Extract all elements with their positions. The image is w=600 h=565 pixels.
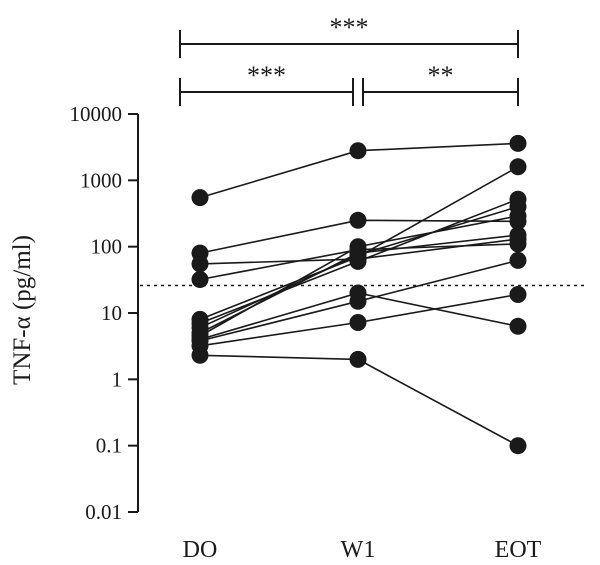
data-point — [191, 271, 209, 288]
data-point — [349, 142, 367, 160]
x-category-label: W1 — [341, 537, 376, 563]
x-category-label: EOT — [495, 537, 542, 563]
data-point — [509, 226, 527, 244]
y-tick-label: 0.1 — [96, 434, 122, 458]
y-tick-label: 0.01 — [85, 500, 122, 524]
series-points — [191, 134, 527, 455]
significance-label: *** — [330, 13, 369, 42]
y-tick-label: 10 — [101, 301, 122, 325]
data-point — [509, 317, 527, 335]
data-point — [349, 211, 367, 229]
x-axis-labels: DO W1 EOT — [183, 537, 542, 563]
data-point — [349, 238, 367, 256]
significance-label: *** — [247, 61, 286, 90]
data-point — [509, 286, 527, 303]
data-point — [509, 134, 527, 152]
y-tick-label: 10000 — [70, 102, 123, 126]
data-point — [191, 346, 209, 364]
y-tick-label: 1000 — [80, 168, 122, 192]
significance-label: ** — [428, 61, 454, 90]
data-point — [191, 255, 209, 273]
y-axis-title: TNF-α (pg/ml) — [9, 235, 36, 385]
data-point — [509, 207, 527, 225]
series-line — [199, 354, 519, 447]
x-category-label: DO — [183, 537, 218, 563]
data-point — [509, 437, 527, 455]
data-point — [509, 251, 527, 269]
y-tick-label: 1 — [112, 367, 123, 391]
data-point — [349, 350, 367, 368]
data-point — [191, 189, 209, 207]
data-point — [349, 292, 367, 310]
y-axis: 0.01 0.1 1 10 100 1000 10000 — [70, 102, 139, 524]
significance-brackets: ****** ** — [179, 13, 519, 106]
y-tick-label: 100 — [91, 235, 123, 259]
data-point — [509, 158, 527, 176]
data-point — [349, 314, 367, 331]
